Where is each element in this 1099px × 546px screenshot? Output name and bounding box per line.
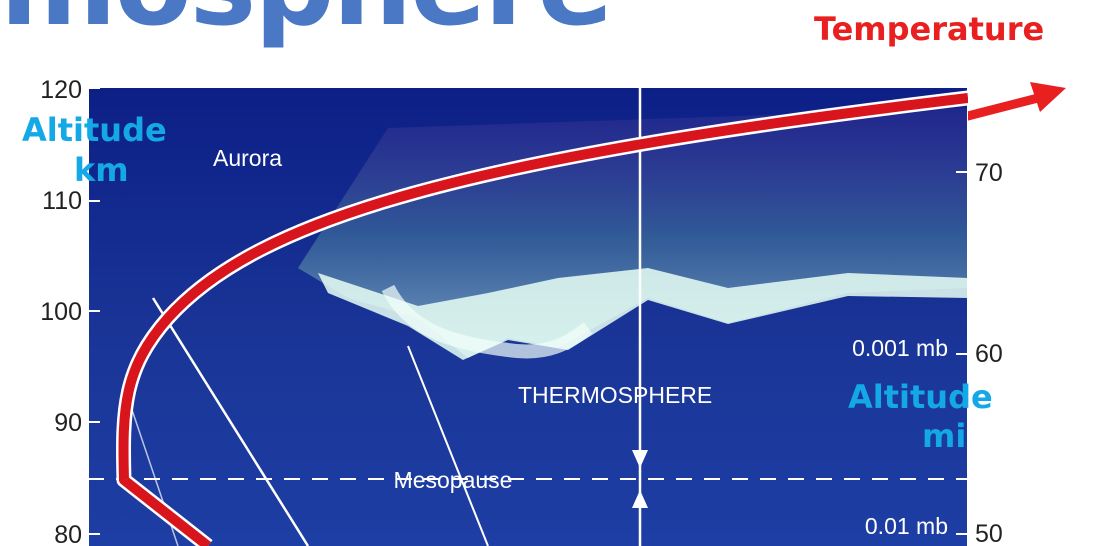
aurora-label: Aurora xyxy=(213,145,282,171)
mesopause-label: Mesopause xyxy=(394,467,513,493)
left-tick-labels: 120 110 100 90 80 xyxy=(40,76,82,546)
thermosphere-label: THERMOSPHERE xyxy=(518,382,712,408)
left-ticks xyxy=(88,88,100,535)
pressure-label-low: 0.01 mb xyxy=(865,513,948,539)
left-axis-title-line1: Altitude xyxy=(22,111,167,149)
right-tick-label: 50 xyxy=(975,520,1003,546)
right-tick-labels: 70 60 50 xyxy=(975,159,1003,546)
aurora-curtains xyxy=(298,108,968,360)
atmosphere-diagram: Aurora THERMOSPHERE Mesopause 0.001 mb 0… xyxy=(88,88,968,546)
right-ticks xyxy=(956,171,968,535)
meteor-trail-2 xyxy=(407,345,489,546)
left-tick-label: 80 xyxy=(54,521,82,546)
left-tick-label: 120 xyxy=(40,76,82,104)
right-axis-title-line2: mi xyxy=(922,417,966,455)
meteor-trail-1 xyxy=(151,297,310,546)
mesosphere-up-arrow xyxy=(632,490,648,508)
pressure-label-high: 0.001 mb xyxy=(852,335,948,361)
right-tick-label: 70 xyxy=(975,159,1003,187)
left-tick-label: 110 xyxy=(42,187,82,215)
temperature-profile xyxy=(115,90,968,546)
temperature-label: Temperature xyxy=(814,10,1045,48)
thermosphere-down-arrow xyxy=(632,450,648,468)
left-tick-label: 90 xyxy=(54,409,82,437)
left-axis-title-line2: km xyxy=(74,151,129,189)
right-axis-title-line1: Altitude xyxy=(848,378,993,416)
page-title: mosphere xyxy=(0,0,613,42)
right-tick-label: 60 xyxy=(975,340,1003,368)
left-tick-label: 100 xyxy=(40,298,82,326)
